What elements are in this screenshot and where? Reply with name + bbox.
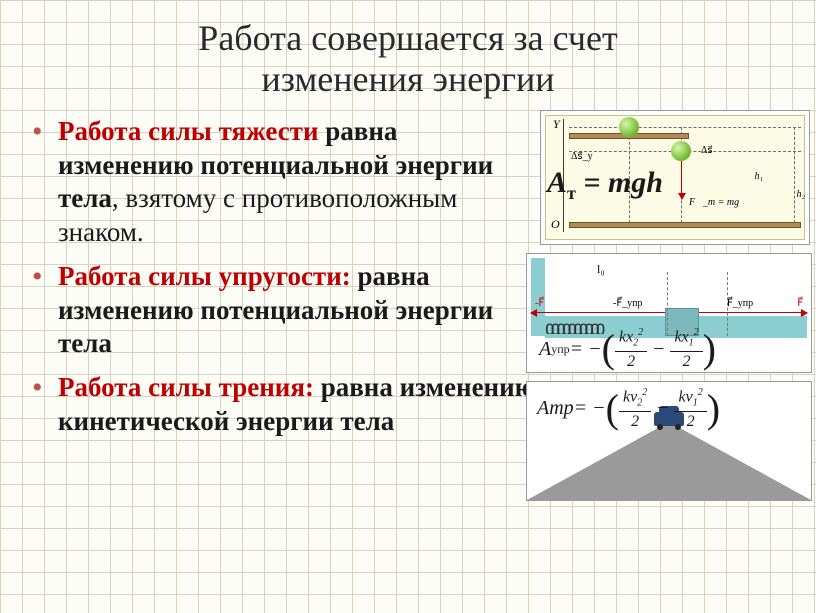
paren-group: ( kx22 2 − kx12 2 ) bbox=[602, 328, 716, 370]
title-line-2: изменения энергии bbox=[261, 59, 554, 99]
slide: Работа совершается за счет изменения эне… bbox=[0, 0, 816, 613]
formula-equals: = − bbox=[574, 397, 606, 420]
bullet-highlight: Работа силы упругости: bbox=[58, 261, 358, 291]
force-label: -F⃗ bbox=[535, 298, 544, 309]
denominator: 2 bbox=[683, 352, 691, 370]
paren-group: ( kv22 2 − kv12 2 ) bbox=[606, 388, 720, 430]
wall bbox=[531, 258, 545, 336]
l0-label: l₀ bbox=[597, 262, 605, 277]
fraction: kx12 2 bbox=[670, 328, 702, 370]
bullet-item: Работа силы упругости: равна изменению п… bbox=[28, 260, 538, 361]
formula-equals: = − bbox=[570, 338, 602, 361]
fraction: kv22 2 bbox=[619, 388, 651, 430]
y-axis-label: Y bbox=[553, 117, 560, 132]
ball-icon bbox=[619, 117, 639, 137]
shelf-bottom bbox=[569, 222, 801, 228]
formula-sub: тр bbox=[549, 397, 573, 420]
title-line-1: Работа совершается за счет bbox=[198, 18, 617, 58]
slide-title: Работа совершается за счет изменения эне… bbox=[28, 18, 788, 101]
formula-sub: упр bbox=[551, 342, 569, 357]
bullet-rest: , взятому с противоположным знаком. bbox=[58, 183, 457, 247]
numerator: kx22 bbox=[615, 328, 647, 352]
force-label: F⃗ bbox=[797, 298, 803, 309]
force-label: F⃗_упр bbox=[727, 298, 753, 309]
paren-left: ( bbox=[606, 395, 619, 423]
dashed-line bbox=[569, 127, 801, 128]
h2-label: h₂ bbox=[797, 189, 805, 200]
bullet-list: Работа силы тяжести равна изменению поте… bbox=[28, 115, 538, 449]
paren-right: ) bbox=[703, 335, 716, 363]
bullet-highlight: Работа силы трения: bbox=[58, 372, 321, 402]
figure-friction: Aтр = − ( kv22 2 − kv12 2 ) bbox=[526, 381, 812, 501]
formula-A: A bbox=[547, 166, 567, 199]
denominator: 2 bbox=[627, 352, 635, 370]
minus: − bbox=[651, 397, 674, 420]
force-label: -F⃗_упр bbox=[613, 298, 642, 309]
figures-column: Y O Δs⃗_y Δs⃗ F⃗_т = mg⃗ h₁ h₂ Aт = mgh bbox=[526, 110, 816, 509]
dashed-line bbox=[794, 127, 795, 228]
numerator: kx12 bbox=[670, 328, 702, 352]
formula-sub: т bbox=[567, 183, 576, 203]
minus: − bbox=[647, 338, 670, 361]
position-marker bbox=[667, 272, 668, 336]
formula-rhs: = mgh bbox=[576, 166, 663, 199]
spring-formula: Aупр = − ( kx22 2 − kx12 2 ) bbox=[539, 328, 805, 370]
gravity-formula: Aт = mgh bbox=[547, 166, 663, 204]
delta-s-label: Δs⃗ bbox=[701, 145, 713, 156]
formula-A: A bbox=[537, 397, 549, 420]
figure-gravity: Y O Δs⃗_y Δs⃗ F⃗_т = mg⃗ h₁ h₂ Aт = mgh bbox=[540, 110, 810, 245]
denominator: 2 bbox=[687, 412, 695, 430]
friction-formula: Aтр = − ( kv22 2 − kv12 2 ) bbox=[537, 388, 805, 430]
paren-left: ( bbox=[602, 335, 615, 363]
bullet-item: Работа силы трения: равна изменению кине… bbox=[28, 371, 538, 439]
bullet-item: Работа силы тяжести равна изменению поте… bbox=[28, 115, 538, 250]
formula-A: A bbox=[539, 338, 551, 361]
origin-label: O bbox=[551, 217, 560, 232]
force-label: F⃗_т = mg⃗ bbox=[689, 197, 747, 208]
numerator: kv12 bbox=[674, 388, 706, 412]
h1-label: h₁ bbox=[755, 171, 763, 182]
bullet-highlight: Работа силы тяжести bbox=[58, 116, 325, 146]
ball-icon bbox=[671, 141, 691, 161]
figure-spring: OOOOOOOOOO l₀ -F⃗ -F⃗_упр F⃗_упр F⃗ Aупр… bbox=[526, 253, 812, 373]
delta-s-y-label: Δs⃗_y bbox=[571, 151, 593, 162]
numerator: kv22 bbox=[619, 388, 651, 412]
fraction: kv12 2 bbox=[674, 388, 706, 430]
force-arrow bbox=[681, 161, 682, 199]
fraction: kx22 2 bbox=[615, 328, 647, 370]
denominator: 2 bbox=[631, 412, 639, 430]
paren-right: ) bbox=[707, 395, 720, 423]
